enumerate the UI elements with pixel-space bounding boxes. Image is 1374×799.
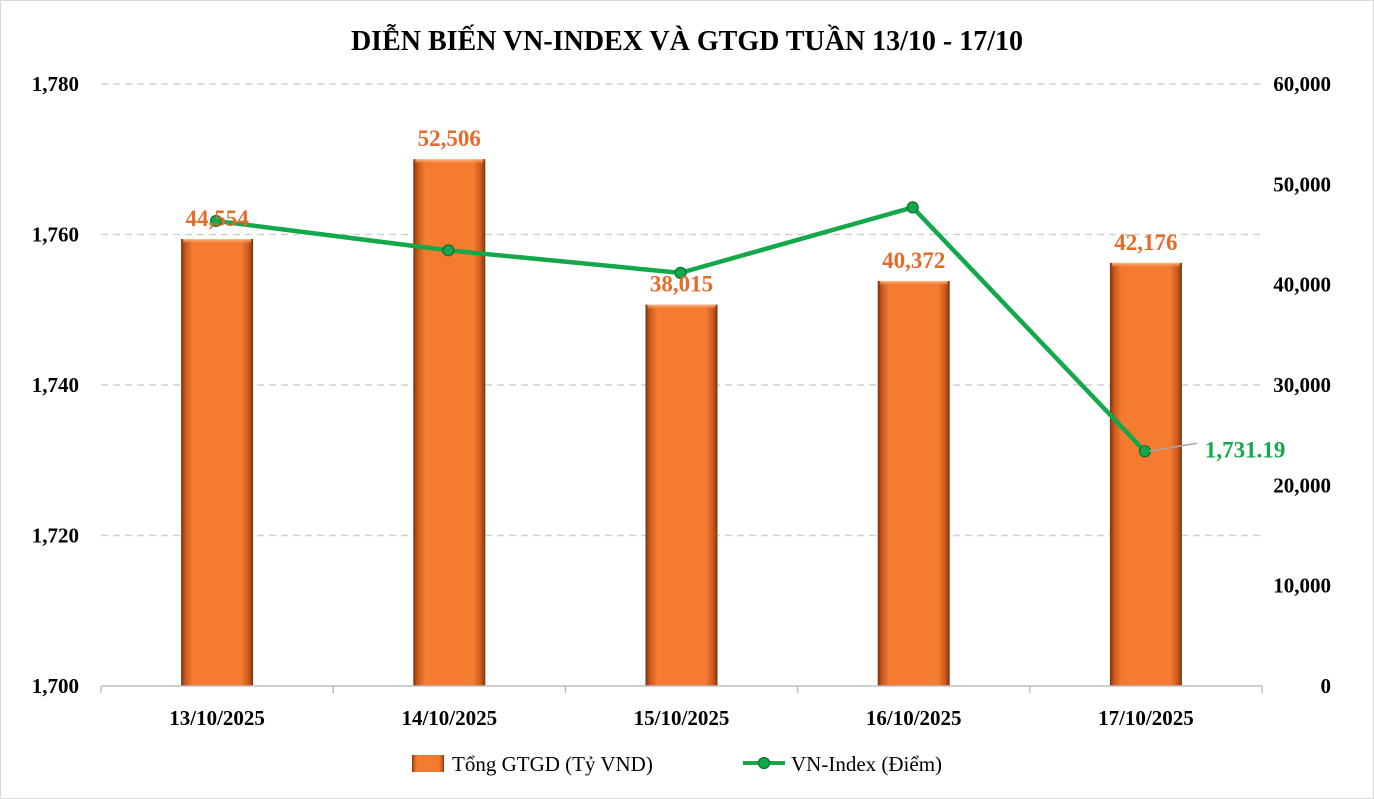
y-left-tick-label: 1,700 xyxy=(32,674,79,698)
bar-gtgd-highlight xyxy=(647,304,716,310)
x-tick-label: 16/10/2025 xyxy=(866,706,962,730)
x-tick-label: 14/10/2025 xyxy=(401,706,497,730)
vn-index-point xyxy=(906,201,919,214)
bar-gtgd xyxy=(877,280,950,686)
y-right-tick-label: 0 xyxy=(1321,674,1332,698)
y-left-tick-label: 1,780 xyxy=(32,72,79,96)
bar-gtgd-highlight xyxy=(879,280,948,286)
leader-line xyxy=(1148,442,1198,453)
bar-value-label: 44,554 xyxy=(185,206,249,231)
x-tick-label: 13/10/2025 xyxy=(169,706,265,730)
bar-gtgd-highlight xyxy=(183,238,252,244)
vn-index-point xyxy=(674,266,687,279)
vn-index-last-label: 1,731.19 xyxy=(1205,437,1286,462)
x-tick-label: 17/10/2025 xyxy=(1098,706,1194,730)
bar-value-label: 38,015 xyxy=(650,272,713,297)
x-tick-label: 15/10/2025 xyxy=(634,706,730,730)
axes: 1,700 1,720 1,740 1,760 1,780 0 10,000 20,000 30… xyxy=(32,72,1331,730)
bar-gtgd-highlight xyxy=(1111,262,1180,268)
bar-gtgd xyxy=(413,159,486,686)
bar-gtgd-highlight xyxy=(415,159,484,165)
y-right-tick-label: 20,000 xyxy=(1273,473,1331,497)
legend-line-label: VN-Index (Điểm) xyxy=(791,752,942,776)
data-labels: 44,554 52,506 38,015 40,372 42,176 1,731.19 xyxy=(185,126,1285,462)
legend-bar-swatch xyxy=(412,755,444,772)
legend-bar-label: Tổng GTGD (Tỷ VND) xyxy=(452,752,653,776)
bar-series xyxy=(181,159,1182,687)
vn-index-point xyxy=(210,214,223,228)
y-left-tick-label: 1,760 xyxy=(32,223,79,247)
legend-line-marker xyxy=(757,756,771,770)
y-right-tick-label: 30,000 xyxy=(1273,373,1331,397)
y-right-tick-label: 60,000 xyxy=(1273,72,1331,96)
y-right-tick-label: 40,000 xyxy=(1273,273,1331,297)
bar-value-label: 52,506 xyxy=(418,126,481,151)
legend: Tổng GTGD (Tỷ VND) VN-Index (Điểm) xyxy=(412,752,942,776)
bar-gtgd xyxy=(181,238,254,687)
chart-title: DIỄN BIẾN VN-INDEX VÀ GTGD TUẦN 13/10 - … xyxy=(351,25,1023,57)
bar-value-label: 42,176 xyxy=(1114,230,1177,255)
y-right-tick-label: 10,000 xyxy=(1273,574,1331,598)
bar-gtgd xyxy=(1109,262,1182,686)
y-right-tick-label: 50,000 xyxy=(1273,172,1331,196)
bar-gtgd xyxy=(645,304,718,686)
y-left-tick-label: 1,720 xyxy=(32,524,79,548)
line-series xyxy=(210,201,1152,458)
vn-index-point xyxy=(1138,445,1152,458)
bar-value-label: 40,372 xyxy=(882,248,945,273)
y-left-tick-label: 1,740 xyxy=(32,373,79,397)
vn-index-point xyxy=(442,244,455,257)
